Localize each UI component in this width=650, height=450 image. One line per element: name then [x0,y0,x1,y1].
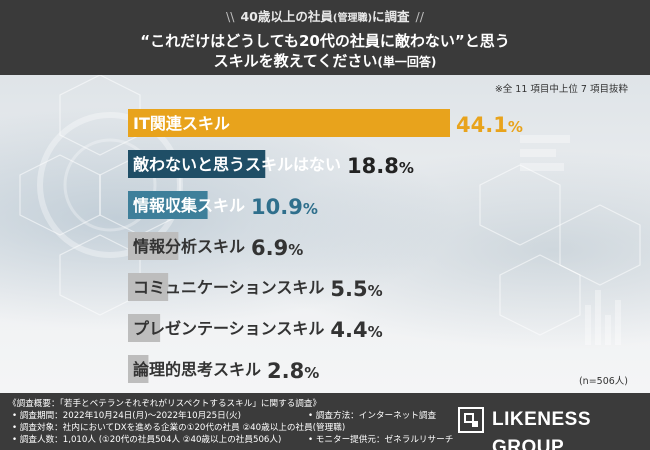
slash-decoration-left: \\ [226,9,235,24]
bar-chart: IT関連スキル 44.1% 敵わないと思うスキルはない 18.8% 情報収集スキル 10.… [128,109,523,383]
eyebrow-text: 40歳以上の社員 [240,9,333,24]
survey-count: • 調査人数：1,010人 (①20代の社員504人 ②40歳以上の社員506人… [12,435,282,445]
logo-mark-icon [458,407,484,433]
bar-3 [128,232,179,260]
question-line-1: “これだけはどうしても20代の社員に敵わない”と思う [140,32,510,50]
question-line-2: スキルを教えてください(単一回答) [0,50,650,71]
bar-value-6: 2.8% [267,359,319,383]
survey-period: • 調査期間：2022年10月24日(月)～2022年10月25日(火) [12,411,242,421]
background-decoration [19,75,641,345]
bar-value-3: 6.9% [251,236,303,260]
bar-label-6: 論理的思考スキル [133,360,261,379]
bar-0 [128,109,450,137]
bar-label-3: 情報分析スキル [133,237,245,256]
bar-label-5: プレゼンテーションスキル [133,319,324,338]
logo-text: LIKENESS GROUP [492,409,592,450]
excerpt-note: ※全 11 項目中上位 7 項目抜粋 [494,84,628,95]
header-banner: \\ 40歳以上の社員(管理職)に調査 // “これだけはどうしても20代の社員に敵… [0,0,650,75]
question-line-2-text: スキルを教えてください [213,52,378,70]
eyebrow-small-text: (管理職) [332,13,373,24]
bar-6 [128,355,149,383]
slash-decoration-right: // [415,9,424,24]
bar-value-0: 44.1% [456,113,523,137]
bar-value-5: 4.4% [330,318,382,342]
bar-4 [128,273,169,301]
bar-value-2: 10.9% [251,195,318,219]
sample-size-note: (n=506人) [578,376,628,387]
monitor-provider: • モニター提供元：ゼネラルリサーチ [308,435,454,445]
question-note: (単一回答) [377,55,437,69]
footer: 《調査概要：「若手とベテランそれぞれがリスペクトするスキル」に関する調査》 • … [0,393,650,450]
bar-label-1: 敵わないと思うスキルはない [133,155,341,174]
survey-eyebrow: \\ 40歳以上の社員(管理職)に調査 // [0,6,650,25]
bar-label-2: 情報収集スキル [133,196,245,215]
bar-value-4: 5.5% [330,277,382,301]
eyebrow-suffix: に調査 [372,9,410,24]
bar-1 [128,150,266,178]
bar-label-0: IT関連スキル [133,114,230,133]
bar-5 [128,314,161,342]
company-logo: LIKENESS GROUP [458,403,638,450]
survey-target: • 調査対象：社内においてDXを進める企業の①20代の社員 ②40歳以上の社員(… [12,423,346,433]
bar-2 [128,191,208,219]
survey-title: 《調査概要：「若手とベテランそれぞれがリスペクトするスキル」に関する調査》 [8,399,322,409]
bar-label-4: コミュニケーションスキル [133,278,324,297]
survey-method: • 調査方法：インターネット調査 [308,411,437,421]
chart-area: ※全 11 項目中上位 7 項目抜粋 IT関連スキル 44.1% 敵わないと思うスキ… [0,75,650,393]
bar-value-1: 18.8% [347,154,414,178]
